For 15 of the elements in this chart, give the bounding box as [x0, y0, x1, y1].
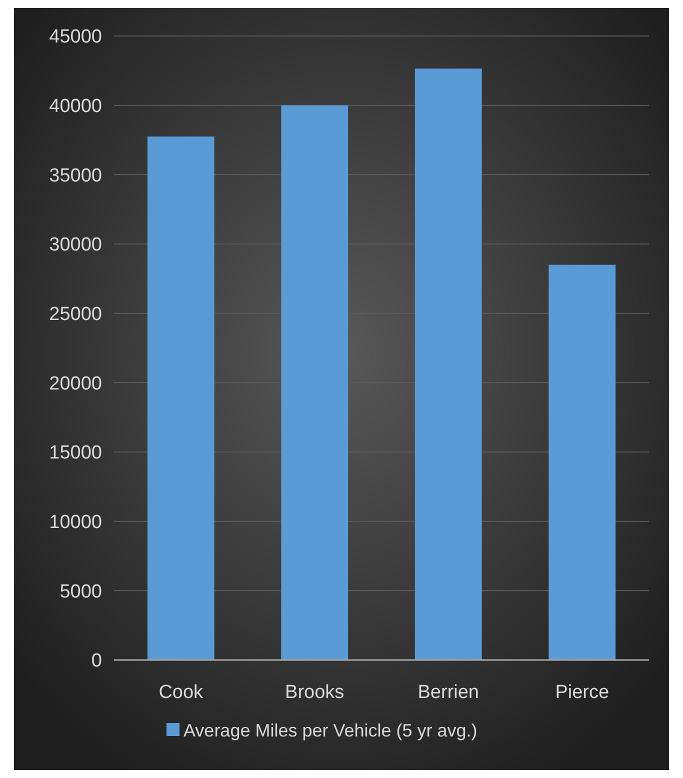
y-tick-label: 25000 [49, 304, 102, 325]
y-tick-label: 40000 [49, 96, 102, 117]
y-tick-label: 15000 [49, 442, 102, 464]
y-tick-label: 0 [91, 650, 102, 672]
y-tick-label: 5000 [60, 581, 102, 602]
x-tick-label: Brooks [285, 682, 344, 703]
y-tick-label: 30000 [49, 234, 102, 256]
legend-label: Average Miles per Vehicle (5 yr avg.) [184, 720, 478, 740]
x-tick-label: Cook [158, 682, 204, 703]
x-tick-label: Berrien [418, 682, 479, 703]
y-tick-label: 20000 [49, 373, 102, 394]
x-tick-label: Pierce [555, 682, 610, 703]
y-tick-label: 45000 [49, 26, 102, 48]
y-tick-label: 35000 [49, 165, 102, 186]
y-tick-label: 10000 [49, 512, 102, 533]
